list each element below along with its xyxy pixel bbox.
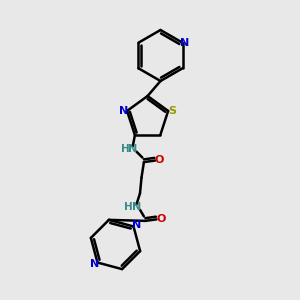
Text: N: N [132,220,141,230]
Text: O: O [156,214,166,224]
Text: N: N [90,259,99,269]
Text: H: H [121,144,129,154]
Text: N: N [128,144,137,154]
Text: S: S [168,106,176,116]
Text: O: O [155,155,164,165]
Text: H: H [124,202,133,212]
Text: N: N [132,202,141,212]
Text: N: N [180,38,189,48]
Text: N: N [118,106,128,116]
